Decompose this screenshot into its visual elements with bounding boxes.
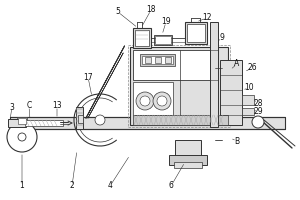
Circle shape bbox=[7, 122, 37, 152]
Bar bbox=[154, 35, 172, 45]
Bar bbox=[210, 22, 218, 127]
Bar bbox=[130, 47, 228, 125]
Text: A: A bbox=[234, 60, 240, 68]
Text: 10: 10 bbox=[244, 84, 254, 92]
Bar bbox=[165, 57, 171, 63]
Bar bbox=[8, 119, 26, 127]
Bar bbox=[76, 107, 83, 129]
Text: 26: 26 bbox=[247, 64, 257, 72]
Bar bbox=[78, 115, 83, 123]
Bar bbox=[10, 117, 285, 129]
Circle shape bbox=[140, 96, 150, 106]
Circle shape bbox=[18, 133, 26, 141]
Circle shape bbox=[252, 116, 264, 128]
Bar bbox=[135, 30, 149, 46]
Bar bbox=[155, 36, 171, 44]
Text: 28: 28 bbox=[253, 98, 263, 108]
Bar bbox=[128, 45, 230, 127]
Bar bbox=[133, 50, 210, 80]
Text: 19: 19 bbox=[161, 18, 171, 26]
Text: B: B bbox=[234, 136, 240, 146]
Bar bbox=[155, 57, 161, 63]
Bar bbox=[17, 117, 27, 125]
Bar bbox=[25, 120, 63, 126]
Bar bbox=[174, 162, 202, 168]
Text: 18: 18 bbox=[146, 5, 156, 15]
Circle shape bbox=[157, 96, 167, 106]
Text: 4: 4 bbox=[108, 182, 112, 190]
Bar bbox=[142, 56, 173, 64]
Text: 29: 29 bbox=[253, 108, 263, 116]
Bar bbox=[140, 54, 175, 66]
Circle shape bbox=[95, 115, 105, 125]
Bar bbox=[18, 118, 26, 124]
Bar bbox=[133, 115, 228, 125]
Text: 5: 5 bbox=[116, 7, 120, 17]
Text: C: C bbox=[26, 102, 32, 110]
Bar bbox=[242, 108, 254, 115]
Bar bbox=[133, 28, 151, 48]
Text: 1: 1 bbox=[20, 182, 24, 190]
Text: 17: 17 bbox=[83, 72, 93, 82]
Text: 9: 9 bbox=[220, 33, 224, 43]
Bar bbox=[220, 60, 242, 125]
Bar bbox=[242, 95, 254, 105]
Bar bbox=[133, 82, 173, 115]
Bar bbox=[145, 57, 151, 63]
Text: 3: 3 bbox=[10, 102, 14, 112]
Bar bbox=[169, 155, 207, 165]
Text: 6: 6 bbox=[169, 182, 173, 190]
Bar bbox=[175, 140, 201, 158]
Circle shape bbox=[136, 92, 154, 110]
Circle shape bbox=[153, 92, 171, 110]
Bar bbox=[187, 24, 205, 42]
Text: 2: 2 bbox=[70, 182, 74, 190]
Text: 13: 13 bbox=[52, 102, 62, 110]
Text: 12: 12 bbox=[202, 14, 212, 22]
Bar bbox=[185, 22, 207, 44]
